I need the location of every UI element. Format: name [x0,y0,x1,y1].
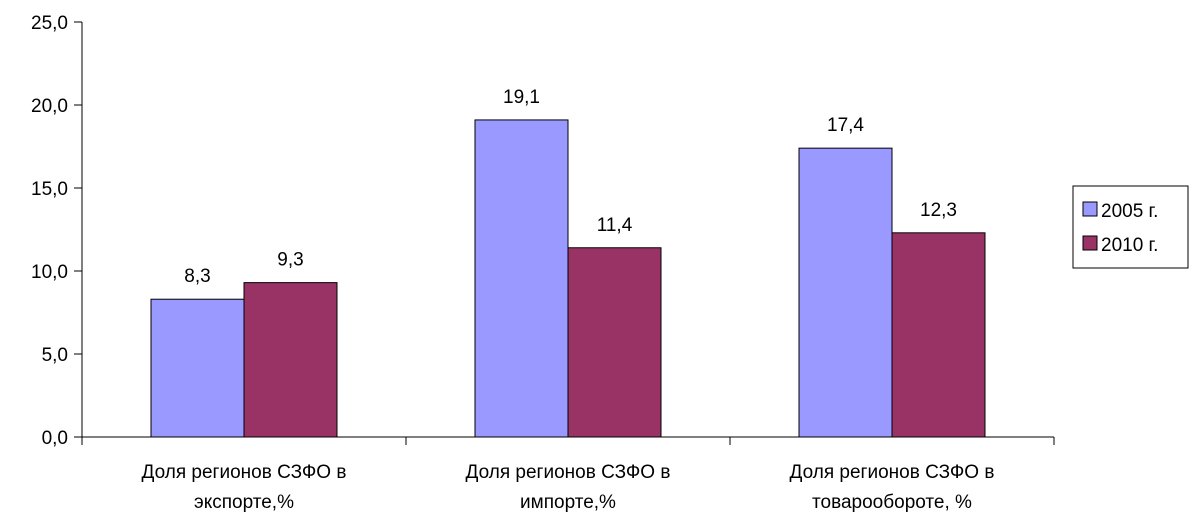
legend-label: 2010 г. [1101,235,1158,256]
bar-data-label: 9,3 [277,250,303,271]
y-tick-label: 25,0 [31,13,68,34]
category-label: товарообороте, % [812,492,972,513]
legend-box [1072,185,1189,269]
bar-series1 [150,298,245,438]
legend-label: 2005 г. [1101,201,1158,222]
bar-series2 [567,247,662,438]
bar-series1 [798,147,893,438]
legend-swatch [1082,201,1098,217]
y-axis-ticks: 0,0 5,0 10,0 15,0 20,0 25,0 [31,13,82,449]
bar-data-label: 19,1 [503,87,540,108]
category-label: Доля регионов СЗФО в [790,462,995,483]
bar-series2 [243,282,338,438]
category-label: Доля регионов СЗФО в [142,462,347,483]
y-tick-label: 5,0 [42,345,68,366]
category-label: импорте,% [520,492,616,513]
y-tick-label: 0,0 [42,428,68,449]
y-tick-label: 15,0 [31,179,68,200]
x-axis-ticks [81,437,1055,445]
category-label: экспорте,% [194,492,294,513]
data-labels: 8,3 9,3 19,1 11,4 17,4 12,3 [184,87,957,287]
legend: 2005 г. 2010 г. [1072,185,1189,269]
bars [150,119,986,438]
bar-data-label: 8,3 [184,266,210,287]
category-label: Доля регионов СЗФО в [466,462,671,483]
legend-swatch [1082,235,1098,251]
bar-data-label: 12,3 [920,200,957,221]
category-labels: Доля регионов СЗФО в экспорте,% Доля регио… [142,462,995,513]
y-tick-label: 20,0 [31,96,68,117]
bar-data-label: 11,4 [597,215,633,236]
y-tick-label: 10,0 [31,262,68,283]
bar-series2 [891,232,986,438]
bar-data-label: 17,4 [827,115,864,136]
bar-series1 [474,119,569,438]
